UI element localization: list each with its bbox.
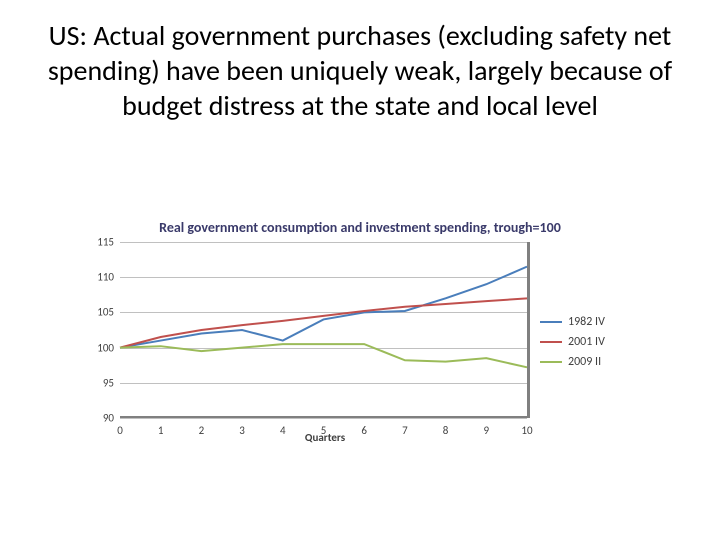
legend-label: 2009 II [568,355,601,369]
legend-swatch [540,361,562,363]
legend-item: 2009 II [540,355,640,369]
y-tick-label: 95 [103,376,120,389]
page-title: US: Actual government purchases (excludi… [40,18,680,123]
legend-label: 2001 IV [568,335,605,349]
series-line [120,298,527,347]
y-tick-label: 110 [97,271,120,284]
series-line [120,344,527,367]
chart-plot-area: 9095100105110115012345678910 [120,242,527,418]
x-axis-title: Quarters [120,431,530,444]
legend-swatch [540,341,562,343]
legend-item: 1982 IV [540,315,640,329]
y-tick-label: 100 [97,341,120,354]
legend-label: 1982 IV [568,315,605,329]
chart-title: Real government consumption and investme… [80,220,640,236]
legend-swatch [540,321,562,323]
y-tick-label: 105 [97,306,120,319]
legend-item: 2001 IV [540,335,640,349]
chart-legend: 1982 IV 2001 IV 2009 II [540,309,640,375]
series-line [120,267,527,348]
chart-container: Real government consumption and investme… [80,220,640,480]
y-tick-label: 115 [97,236,120,249]
